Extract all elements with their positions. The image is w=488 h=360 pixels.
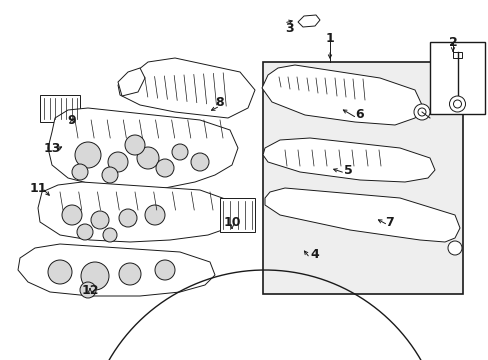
Polygon shape [263, 138, 434, 182]
Circle shape [119, 263, 141, 285]
Circle shape [102, 167, 118, 183]
Polygon shape [220, 198, 254, 232]
Circle shape [447, 241, 461, 255]
Circle shape [80, 282, 96, 298]
Polygon shape [118, 68, 145, 96]
Circle shape [191, 153, 208, 171]
Circle shape [48, 260, 72, 284]
Polygon shape [297, 15, 319, 27]
Bar [429, 42, 484, 114]
Circle shape [91, 211, 109, 229]
Text: 1: 1 [325, 31, 334, 45]
Circle shape [417, 108, 425, 116]
Circle shape [145, 205, 164, 225]
Text: 9: 9 [67, 113, 76, 126]
Text: 4: 4 [310, 248, 319, 261]
Polygon shape [40, 95, 80, 122]
Circle shape [125, 135, 145, 155]
Polygon shape [452, 52, 461, 58]
Circle shape [172, 144, 187, 160]
Text: 12: 12 [81, 284, 99, 297]
Circle shape [103, 228, 117, 242]
Polygon shape [18, 244, 215, 296]
Text: 5: 5 [343, 163, 352, 176]
Circle shape [62, 205, 82, 225]
Circle shape [75, 142, 101, 168]
Text: 2: 2 [447, 36, 456, 49]
Circle shape [413, 104, 429, 120]
Circle shape [448, 96, 465, 112]
Circle shape [452, 100, 461, 108]
Circle shape [119, 209, 137, 227]
Text: 3: 3 [285, 22, 294, 35]
Circle shape [156, 159, 174, 177]
Text: 6: 6 [355, 108, 364, 122]
Bar [263, 62, 462, 294]
Text: 7: 7 [385, 216, 393, 229]
Polygon shape [118, 58, 254, 118]
Polygon shape [38, 182, 235, 242]
Text: 13: 13 [43, 141, 61, 154]
Circle shape [72, 164, 88, 180]
Circle shape [155, 260, 175, 280]
Circle shape [77, 224, 93, 240]
Circle shape [81, 262, 109, 290]
Text: 10: 10 [223, 216, 240, 229]
Text: 11: 11 [29, 181, 47, 194]
Circle shape [137, 147, 159, 169]
Polygon shape [264, 188, 459, 242]
Polygon shape [48, 108, 238, 188]
Circle shape [108, 152, 128, 172]
Text: 8: 8 [215, 96, 224, 109]
Polygon shape [262, 65, 421, 125]
